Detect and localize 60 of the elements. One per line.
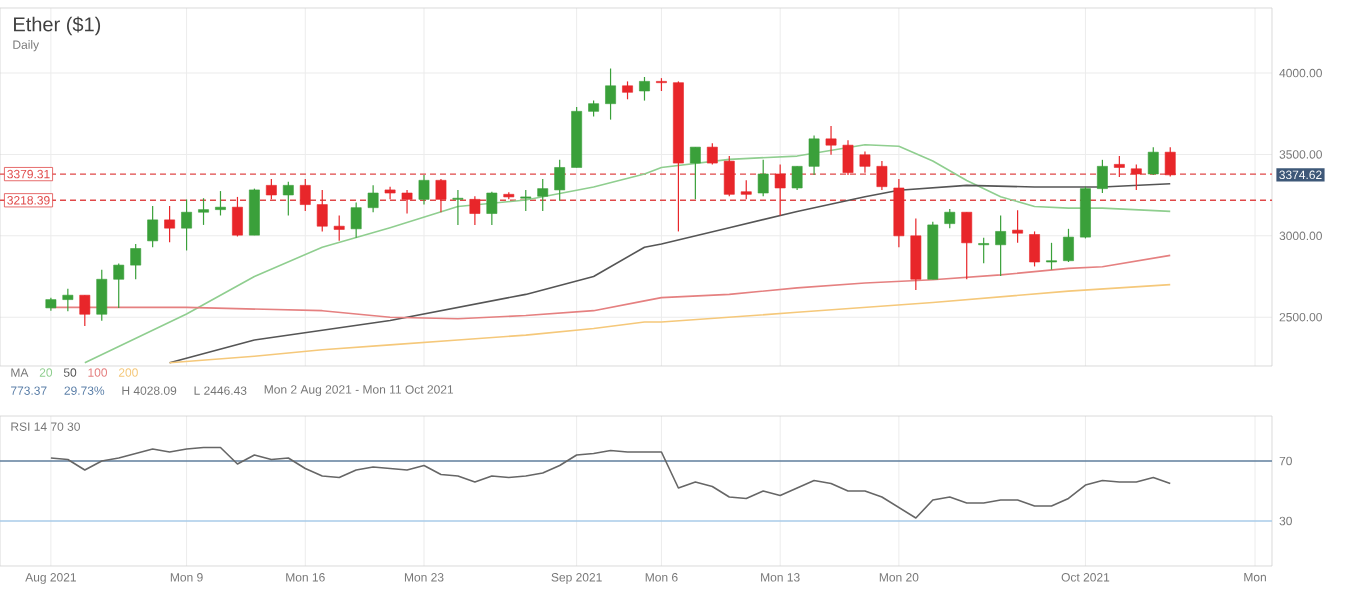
candlestick bbox=[1063, 228, 1074, 263]
candlestick bbox=[384, 186, 396, 200]
candlestick bbox=[774, 163, 786, 217]
candlestick bbox=[740, 179, 752, 200]
line-series bbox=[84, 143, 1172, 364]
candlestick bbox=[1164, 146, 1176, 178]
candlestick bbox=[249, 188, 260, 236]
candlestick bbox=[299, 178, 311, 212]
candlestick bbox=[791, 165, 803, 191]
candlestick bbox=[520, 189, 532, 212]
candlestick bbox=[554, 159, 566, 202]
candlestick bbox=[639, 76, 650, 102]
candlestick bbox=[1012, 209, 1023, 244]
candlestick bbox=[605, 67, 616, 121]
line-series bbox=[168, 283, 1172, 364]
candlestick bbox=[62, 288, 74, 312]
candlestick bbox=[1130, 163, 1142, 191]
candlestick bbox=[1097, 159, 1108, 194]
candlestick bbox=[859, 150, 871, 174]
candlestick bbox=[537, 178, 549, 212]
candlestick bbox=[978, 237, 990, 264]
candlestick bbox=[96, 269, 108, 322]
candlestick bbox=[350, 202, 362, 239]
candlestick bbox=[1046, 242, 1057, 271]
candlestick bbox=[113, 262, 125, 309]
candlestick bbox=[876, 160, 888, 191]
candlestick bbox=[1029, 230, 1040, 268]
candlestick bbox=[79, 294, 91, 327]
candlestick bbox=[435, 178, 447, 213]
candlestick bbox=[1113, 155, 1125, 178]
candlestick bbox=[842, 139, 854, 176]
candlestick bbox=[215, 190, 226, 217]
candlestick bbox=[944, 208, 956, 229]
candlestick bbox=[367, 184, 379, 213]
candlestick bbox=[333, 214, 345, 242]
candlestick bbox=[910, 217, 922, 291]
candlestick bbox=[198, 197, 209, 226]
candlestick bbox=[130, 243, 142, 280]
candlestick bbox=[282, 181, 294, 217]
candlestick bbox=[316, 189, 328, 233]
candlestick bbox=[808, 134, 820, 176]
candlestick bbox=[689, 146, 701, 200]
candlestick bbox=[486, 191, 498, 226]
candlestick bbox=[232, 196, 243, 238]
candlestick bbox=[418, 174, 430, 206]
chart-title: Ether ($1) bbox=[14, 16, 101, 36]
candlestick bbox=[147, 205, 159, 248]
candlestick bbox=[995, 214, 1007, 277]
candlestick bbox=[825, 125, 837, 156]
candlestick bbox=[723, 155, 735, 197]
candlestick bbox=[893, 178, 905, 248]
candlestick bbox=[757, 159, 769, 197]
candlestick bbox=[961, 211, 973, 280]
candlestick bbox=[181, 198, 192, 252]
candlestick bbox=[469, 195, 481, 226]
candlestick bbox=[452, 189, 464, 226]
candlestick bbox=[265, 178, 277, 200]
candlestick bbox=[164, 205, 175, 243]
candlestick bbox=[401, 189, 413, 215]
candlestick bbox=[1147, 146, 1159, 176]
